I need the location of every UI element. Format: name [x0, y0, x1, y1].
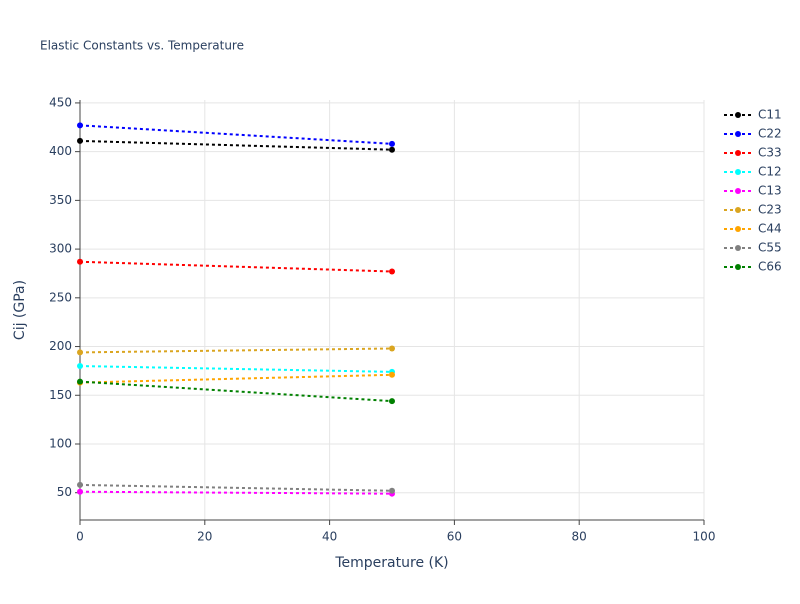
data-point: [389, 140, 395, 147]
y-tick-label: 200: [49, 339, 72, 353]
legend-marker: [735, 226, 741, 232]
legend-label: C44: [758, 222, 782, 236]
data-point: [389, 371, 395, 378]
legend-marker: [735, 188, 741, 194]
data-point: [77, 378, 83, 385]
y-tick-label: 100: [49, 436, 72, 450]
series-line: [79, 380, 393, 403]
series-line: [79, 490, 393, 495]
x-tick-label: 60: [447, 530, 462, 544]
y-tick-label: 350: [49, 193, 72, 207]
legend-label: C13: [758, 184, 782, 198]
x-axis-title: Temperature (K): [334, 555, 448, 571]
legend-label: C22: [758, 127, 782, 141]
series-line: [79, 260, 393, 273]
legend-marker: [735, 131, 741, 137]
x-tick-label: 80: [572, 530, 587, 544]
data-point: [77, 258, 83, 265]
legend-marker: [735, 112, 741, 118]
x-tick-label: 100: [693, 530, 716, 544]
legend-marker: [735, 150, 741, 156]
x-tick-label: 0: [76, 530, 84, 544]
legend-marker: [735, 264, 741, 270]
series-line: [79, 139, 393, 151]
data-point: [77, 137, 83, 144]
series-line: [79, 483, 393, 492]
legend-marker: [735, 245, 741, 251]
chart-title: Elastic Constants vs. Temperature: [40, 39, 244, 53]
data-point: [389, 487, 395, 494]
data-point: [77, 122, 83, 129]
data-point: [389, 268, 395, 275]
x-tick-label: 40: [322, 530, 337, 544]
y-axis-title: Cij (GPa): [12, 280, 28, 340]
series-line: [79, 373, 393, 384]
series-line: [79, 347, 393, 354]
data-point: [77, 481, 83, 488]
y-tick-label: 300: [49, 242, 72, 256]
data-point: [389, 146, 395, 153]
y-tick-label: 400: [49, 144, 72, 158]
legend-label: C12: [758, 165, 782, 179]
legend-label: C66: [758, 260, 782, 274]
data-point: [77, 488, 83, 495]
y-tick-label: 150: [49, 388, 72, 402]
legend-marker: [735, 207, 741, 213]
data-point: [77, 349, 83, 356]
legend-label: C23: [758, 203, 782, 217]
legend-label: C33: [758, 146, 782, 160]
x-tick-label: 20: [197, 530, 212, 544]
y-tick-label: 50: [57, 485, 72, 499]
legend-label: C11: [758, 108, 782, 122]
data-point: [389, 398, 395, 405]
legend-marker: [735, 169, 741, 175]
y-tick-label: 250: [49, 290, 72, 304]
legend-label: C55: [758, 241, 782, 255]
data-point: [77, 363, 83, 370]
series-line: [79, 365, 393, 373]
series-line: [79, 124, 393, 145]
data-point: [389, 345, 395, 352]
y-tick-label: 450: [49, 95, 72, 109]
